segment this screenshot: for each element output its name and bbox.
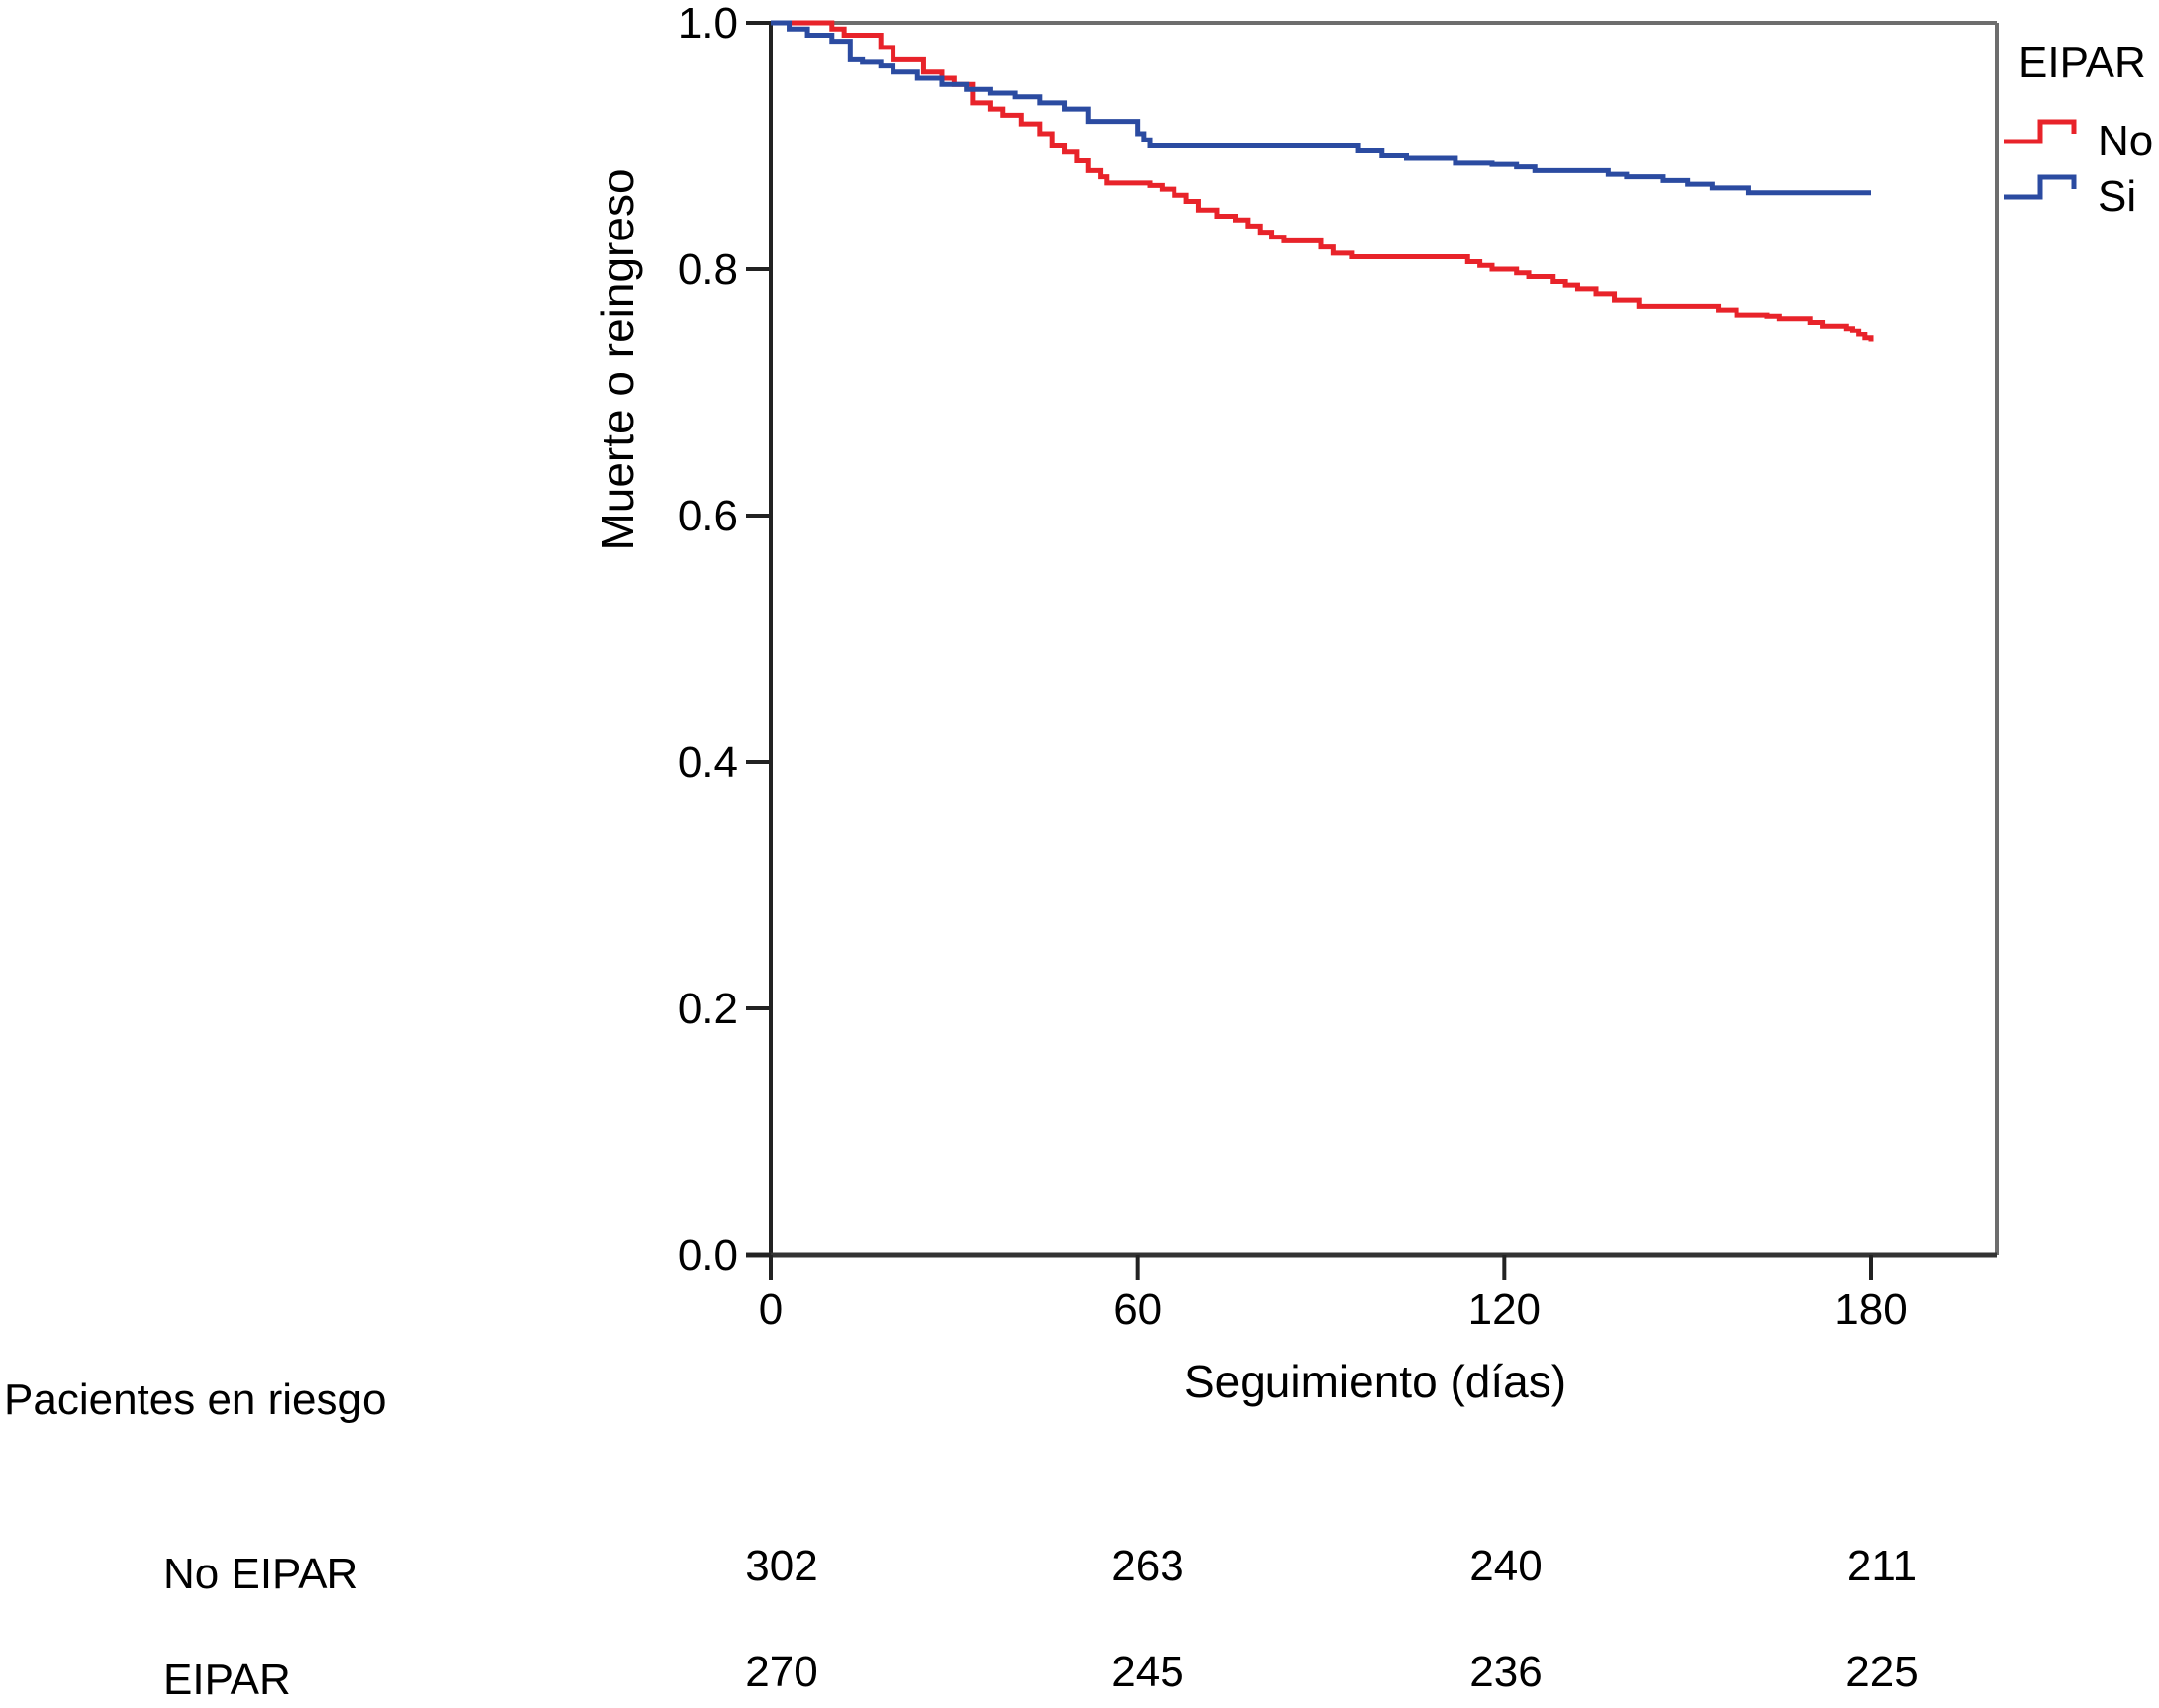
series-group (771, 20, 1874, 342)
risk-value: 270 (745, 1648, 818, 1696)
x-axis-title: Seguimiento (días) (1184, 1356, 1566, 1407)
y-tick-label: 0.4 (678, 738, 738, 787)
legend-swatch-no (2004, 119, 2077, 144)
legend: EIPAR No Si (2004, 39, 2153, 221)
risk-value: 263 (1111, 1542, 1184, 1590)
y-axis-title: Muerte o reingreso (592, 168, 643, 550)
legend-swatch-si (2004, 174, 2077, 200)
x-tick-label: 120 (1468, 1285, 1541, 1334)
risk-value: 211 (1846, 1542, 1918, 1590)
risk-row-label: No EIPAR (163, 1550, 359, 1598)
risk-value: 245 (1111, 1648, 1184, 1696)
legend-label-no: No (2098, 117, 2153, 165)
legend-title: EIPAR (2018, 39, 2146, 87)
y-tick-label: 1.0 (678, 0, 738, 47)
risk-value: 236 (1469, 1648, 1543, 1696)
km-chart: 0.0 0.2 0.4 0.6 0.8 1.0 0 60 120 180 Muerte o re… (592, 0, 2153, 1407)
y-tick-label: 0.0 (678, 1231, 738, 1280)
risk-table-title: Pacientes en riesgo (4, 1376, 387, 1424)
x-tick-label: 180 (1834, 1285, 1907, 1334)
risk-row-label: EIPAR (163, 1656, 291, 1704)
plot-frame (746, 21, 1999, 1280)
x-tick-label: 0 (759, 1285, 783, 1334)
y-tick-label: 0.2 (678, 985, 738, 1033)
x-axis: 0 60 120 180 (759, 1255, 1908, 1334)
legend-label-si: Si (2098, 172, 2136, 221)
y-tick-label: 0.6 (678, 492, 738, 540)
series-line-no (771, 20, 1874, 342)
y-tick-label: 0.8 (678, 245, 738, 294)
x-tick-label: 60 (1113, 1285, 1162, 1334)
risk-value: 302 (745, 1542, 818, 1590)
y-axis: 0.0 0.2 0.4 0.6 0.8 1.0 (678, 0, 771, 1280)
risk-value: 225 (1845, 1648, 1919, 1696)
risk-value: 240 (1469, 1542, 1543, 1590)
series-line-si (771, 20, 1871, 196)
